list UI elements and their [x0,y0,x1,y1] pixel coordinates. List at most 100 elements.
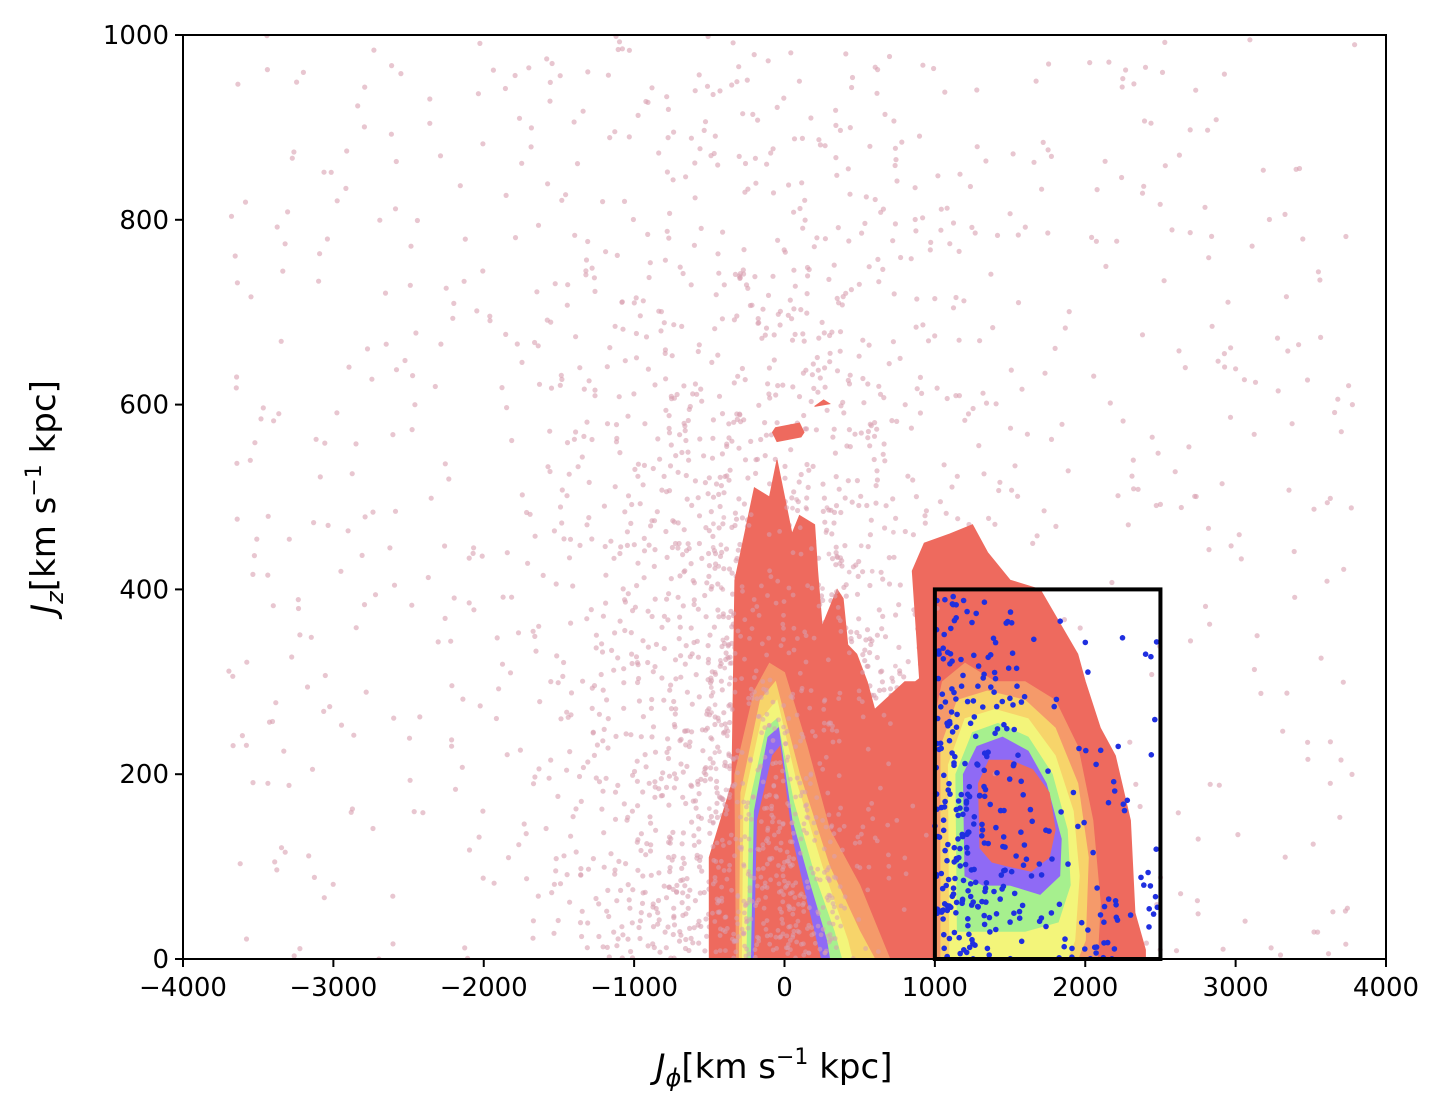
background-point [645,366,652,372]
background-point [1193,493,1199,500]
background-point [559,487,565,493]
overlay-point [791,928,797,934]
overlay-point [838,629,844,634]
background-point [615,782,621,789]
background-point [691,925,697,931]
selected-point [957,845,963,852]
selected-point [981,767,987,774]
overlay-point [794,497,799,502]
selected-point [1148,752,1155,758]
selected-point [1075,823,1081,830]
overlay-point [759,641,765,647]
background-point [863,637,869,643]
background-point [1205,127,1211,133]
background-point [282,241,288,247]
background-point [897,355,903,361]
background-point [557,73,563,79]
selected-point [1004,725,1010,732]
background-point [701,889,707,896]
background-point [1041,508,1047,514]
overlay-point [790,592,796,598]
background-point [1127,739,1133,745]
background-point [910,477,916,483]
overlay-point [782,859,787,865]
background-point [664,94,670,100]
overlay-point [901,907,907,912]
overlay-point [716,898,722,903]
overlay-point [809,585,815,591]
overlay-point [739,584,745,589]
overlay-point [733,949,739,955]
background-point [719,643,725,650]
selected-point [1094,885,1100,891]
overlay-point [732,853,737,859]
background-point [515,630,522,636]
selected-point [959,831,965,838]
background-point [954,473,960,479]
background-point [1222,364,1228,370]
contour-island-0 [771,422,805,443]
background-point [814,354,820,361]
background-point [392,206,399,212]
background-point [676,938,683,944]
selected-point [953,855,960,862]
background-point [635,560,641,566]
background-point [327,704,333,710]
selected-point [979,898,985,905]
background-point [850,564,857,570]
background-point [1282,854,1288,860]
background-point [1296,342,1302,348]
background-point [615,46,621,53]
overlay-point [788,947,793,953]
background-point [811,385,817,391]
background-point [879,679,886,685]
overlay-point [786,716,792,721]
background-point [551,528,558,534]
selected-point [963,806,970,812]
background-point [831,520,837,526]
selected-point [960,597,967,604]
background-point [965,411,972,417]
background-point [912,185,918,191]
background-point [1327,739,1333,745]
background-point [1318,334,1324,340]
background-point [645,231,651,237]
y-tick-label: 200 [119,760,169,790]
background-point [466,555,472,561]
overlay-point [724,926,730,931]
background-point [703,614,709,620]
overlay-point [776,889,782,895]
overlay-point [756,713,762,719]
background-point [1157,501,1163,507]
selected-point [947,651,954,657]
x-tick-label: −2000 [440,973,528,1003]
background-point [1285,348,1291,354]
selected-point [941,901,948,907]
background-point [612,871,618,877]
background-point [1182,365,1188,371]
background-point [916,133,923,139]
background-point [589,536,595,542]
background-point [843,593,849,599]
background-point [822,384,828,390]
background-point [739,365,746,372]
overlay-point [825,933,831,939]
background-point [766,365,773,371]
background-point [588,607,594,613]
selected-point [981,783,987,790]
background-point [509,437,515,444]
overlay-point [777,906,783,912]
overlay-point [781,612,786,618]
overlay-point [840,847,845,853]
background-point [643,764,649,770]
background-point [1007,211,1013,217]
background-point [801,412,807,419]
background-point [799,135,806,141]
background-point [638,847,644,854]
overlay-point [766,840,772,846]
background-point [606,954,612,959]
background-point [867,421,873,427]
selected-point [938,745,944,752]
background-point [577,542,583,549]
selected-point [1150,911,1157,917]
